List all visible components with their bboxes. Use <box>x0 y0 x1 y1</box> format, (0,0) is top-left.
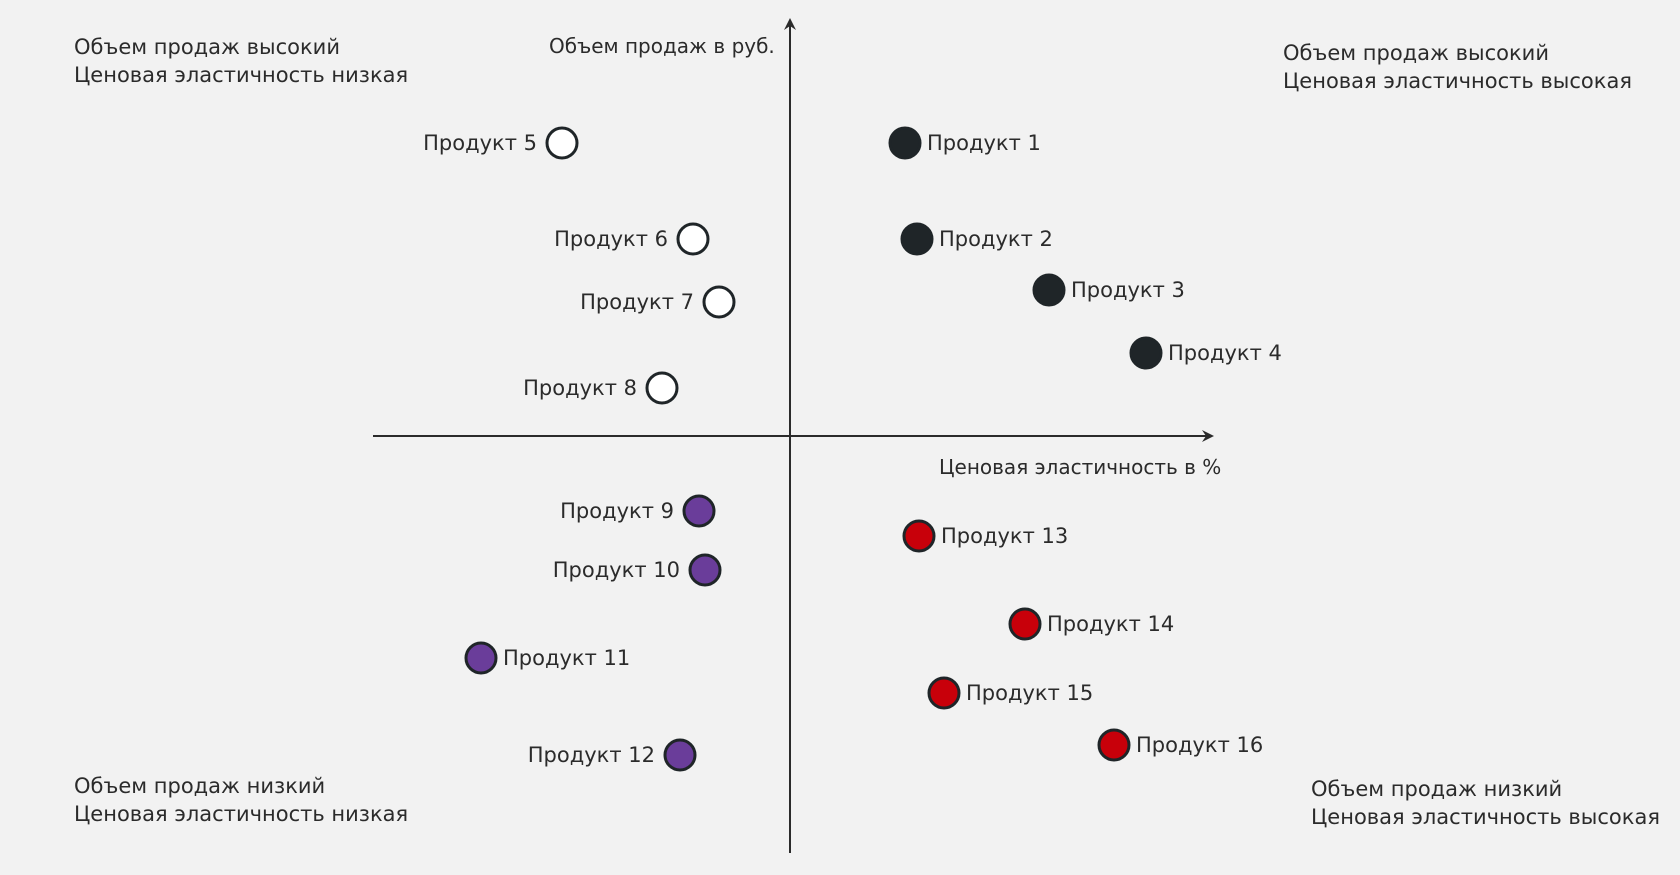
product-point: Продукт 4 <box>1129 336 1282 370</box>
quadrant-label-line: Объем продаж низкий <box>74 774 326 798</box>
product-marker <box>927 676 961 710</box>
product-marker <box>1032 273 1066 307</box>
quadrant-label-line: Ценовая эластичность низкая <box>74 802 409 826</box>
product-point: Продукт 2 <box>900 222 1053 256</box>
product-marker <box>464 641 498 675</box>
product-label: Продукт 1 <box>927 131 1041 155</box>
product-point: Продукт 10 <box>553 553 722 587</box>
product-point: Продукт 3 <box>1032 273 1185 307</box>
product-label: Продукт 10 <box>553 558 680 582</box>
quadrant-label-line: Ценовая эластичность высокая <box>1283 69 1632 93</box>
quadrant-label-line: Объем продаж низкий <box>1311 777 1563 801</box>
product-label: Продукт 12 <box>528 743 655 767</box>
product-label: Продукт 4 <box>1168 341 1282 365</box>
quadrant-label-top-right: Объем продаж высокий Ценовая эластичност… <box>1283 39 1632 95</box>
product-marker <box>545 126 579 160</box>
product-label: Продукт 3 <box>1071 278 1185 302</box>
quadrant-label-line: Объем продаж высокий <box>1283 41 1549 65</box>
product-label: Продукт 5 <box>423 131 537 155</box>
product-point: Продукт 13 <box>902 519 1068 553</box>
product-point: Продукт 5 <box>423 126 579 160</box>
product-label: Продукт 13 <box>941 524 1068 548</box>
product-marker <box>676 222 710 256</box>
product-marker <box>682 494 716 528</box>
product-label: Продукт 6 <box>554 227 668 251</box>
product-marker <box>688 553 722 587</box>
product-marker <box>900 222 934 256</box>
product-point: Продукт 16 <box>1097 728 1263 762</box>
product-point: Продукт 14 <box>1008 607 1174 641</box>
quadrant-label-top-left: Объем продаж высокий Ценовая эластичност… <box>74 33 408 89</box>
product-label: Продукт 15 <box>966 681 1093 705</box>
product-point: Продукт 7 <box>580 285 736 319</box>
product-point: Продукт 12 <box>528 738 697 772</box>
quadrant-label-line: Ценовая эластичность высокая <box>1311 805 1660 829</box>
product-points: Продукт 1 Продукт 2 Продукт 3 Продукт 4 Прод… <box>423 126 1282 772</box>
product-label: Продукт 7 <box>580 290 694 314</box>
product-point: Продукт 11 <box>464 641 630 675</box>
product-point: Продукт 8 <box>523 371 679 405</box>
product-label: Продукт 9 <box>560 499 674 523</box>
product-marker <box>902 519 936 553</box>
product-label: Продукт 14 <box>1047 612 1174 636</box>
product-point: Продукт 6 <box>554 222 710 256</box>
product-label: Продукт 8 <box>523 376 637 400</box>
product-marker <box>702 285 736 319</box>
y-axis-label: Объем продаж в руб. <box>549 34 775 58</box>
product-marker <box>1008 607 1042 641</box>
product-marker <box>645 371 679 405</box>
product-label: Продукт 11 <box>503 646 630 670</box>
product-point: Продукт 1 <box>888 126 1041 160</box>
product-point: Продукт 9 <box>560 494 716 528</box>
quadrant-label-bottom-left: Объем продаж низкий Ценовая эластичность… <box>74 772 408 828</box>
product-label: Продукт 16 <box>1136 733 1263 757</box>
product-marker <box>663 738 697 772</box>
x-axis-label: Ценовая эластичность в % <box>939 455 1222 479</box>
product-marker <box>1097 728 1131 762</box>
product-label: Продукт 2 <box>939 227 1053 251</box>
quadrant-label-line: Объем продаж высокий <box>74 35 340 59</box>
quadrant-label-bottom-right: Объем продаж низкий Ценовая эластичность… <box>1311 775 1660 831</box>
product-marker <box>888 126 922 160</box>
product-marker <box>1129 336 1163 370</box>
quadrant-label-line: Ценовая эластичность низкая <box>74 63 409 87</box>
product-point: Продукт 15 <box>927 676 1093 710</box>
